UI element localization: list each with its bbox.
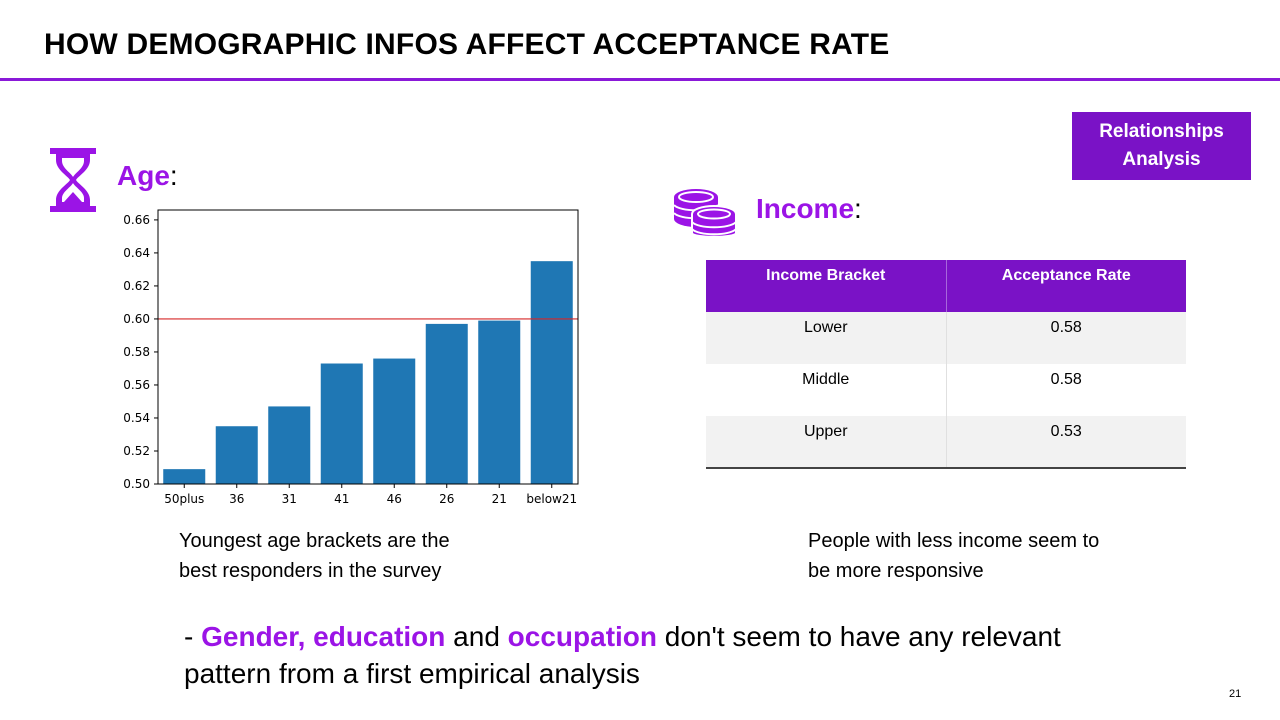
badge-line-1: Relationships xyxy=(1099,121,1224,142)
y-tick-label: 0.54 xyxy=(123,411,150,425)
table-row: Lower 0.58 xyxy=(706,312,1186,364)
x-tick-label: 31 xyxy=(282,492,297,506)
conclusion-text: - Gender, education and occupation don't… xyxy=(184,618,1144,692)
bar-46 xyxy=(373,358,416,484)
y-tick-label: 0.64 xyxy=(123,246,150,260)
age-colon: : xyxy=(169,160,178,191)
x-tick-label: 26 xyxy=(439,492,454,506)
age-caption: Youngest age brackets are the best respo… xyxy=(179,526,450,586)
plot-frame xyxy=(157,209,579,485)
age-caption-line-2: best responders in the survey xyxy=(179,560,442,582)
income-caption-line-2: be more responsive xyxy=(808,560,984,582)
x-tick-label: 46 xyxy=(387,492,402,506)
hourglass-icon xyxy=(50,148,96,212)
y-tick-label: 0.58 xyxy=(123,345,150,359)
income-caption-line-1: People with less income seem to xyxy=(808,530,1100,552)
conclusion-connector: and xyxy=(445,621,508,652)
cell-rate: 0.58 xyxy=(945,312,1186,364)
y-tick-label: 0.66 xyxy=(123,213,150,227)
coins-icon xyxy=(673,189,737,238)
y-tick-label: 0.50 xyxy=(123,477,150,491)
x-tick-label: 36 xyxy=(229,492,244,506)
bar-41 xyxy=(320,363,363,484)
header-income-bracket: Income Bracket xyxy=(706,260,946,312)
title-divider xyxy=(0,78,1280,81)
bar-36 xyxy=(215,426,258,484)
conclusion-keyword-gender-education: Gender, education xyxy=(201,621,446,652)
x-tick-label: 41 xyxy=(334,492,349,506)
table-row: Middle 0.58 xyxy=(706,364,1186,416)
cell-bracket: Upper xyxy=(706,416,946,469)
age-label: Age xyxy=(117,160,170,191)
conclusion-keyword-occupation: occupation xyxy=(507,621,658,652)
bar-26 xyxy=(425,323,468,484)
table-header-row: Income Bracket Acceptance Rate xyxy=(706,260,1186,312)
bar-below21 xyxy=(530,261,573,484)
x-tick-label: below21 xyxy=(526,492,577,506)
y-tick-label: 0.62 xyxy=(123,279,150,293)
slide-title: HOW DEMOGRAPHIC INFOS AFFECT ACCEPTANCE … xyxy=(44,28,890,61)
page-number: 21 xyxy=(1229,688,1242,700)
x-tick-label: 50plus xyxy=(164,492,204,506)
bar-21 xyxy=(478,320,521,484)
table-row: Upper 0.53 xyxy=(706,416,1186,469)
section-badge: Relationships Analysis xyxy=(1072,112,1251,180)
income-acceptance-table: Income Bracket Acceptance Rate Lower 0.5… xyxy=(706,260,1186,469)
bar-31 xyxy=(268,406,311,484)
badge-line-2: Analysis xyxy=(1122,149,1201,170)
income-heading: Income: xyxy=(756,193,862,225)
income-caption: People with less income seem to be more … xyxy=(808,526,1099,586)
cell-rate: 0.58 xyxy=(945,364,1186,416)
income-colon: : xyxy=(854,193,862,224)
age-heading: Age: xyxy=(117,160,178,192)
conclusion-dash: - xyxy=(184,621,202,652)
x-tick-label: 21 xyxy=(492,492,507,506)
bar-50plus xyxy=(163,469,206,484)
conclusion-rest: don't seem to have any relevant pattern … xyxy=(184,621,1061,689)
y-tick-label: 0.60 xyxy=(123,312,150,326)
cell-bracket: Middle xyxy=(802,371,850,388)
y-tick-label: 0.52 xyxy=(123,444,150,458)
age-acceptance-bar-chart: 0.50 0.52 0.54 0.56 0.58 0.60 0.62 0.64 0.66 50p… xyxy=(123,209,579,506)
cell-rate: 0.53 xyxy=(945,416,1186,469)
cell-bracket: Lower xyxy=(706,312,946,364)
income-label: Income xyxy=(756,193,855,224)
age-caption-line-1: Youngest age brackets are the xyxy=(179,530,450,552)
header-acceptance-rate: Acceptance Rate xyxy=(945,260,1186,312)
y-tick-label: 0.56 xyxy=(123,378,150,392)
